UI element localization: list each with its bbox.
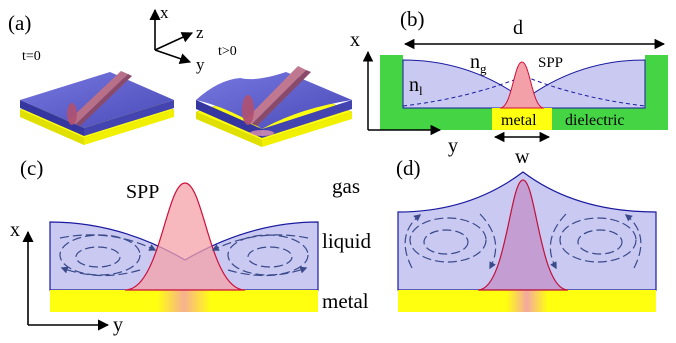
gas-label: gas (332, 174, 360, 198)
flow-lines-c-left (59, 234, 157, 277)
axis-y-label-c: y (113, 314, 123, 336)
slab-t0 (19, 71, 175, 145)
medium-legend: gas liquid metal (322, 174, 372, 313)
liquid-label: liquid (322, 229, 372, 253)
panel-c: (c) SPP x y (10, 156, 319, 336)
panel-b: (b) d nl ng SPP metal dielectric w x y (350, 7, 668, 168)
axis-x-label: x (160, 3, 169, 22)
width-d-label: d (513, 17, 523, 39)
spp-profile-d (477, 179, 569, 291)
metal-c (50, 290, 318, 312)
spp-label-b: SPP (538, 55, 563, 71)
time-zero-label: t=0 (22, 49, 41, 64)
flow-lines-d-left (404, 213, 497, 270)
dielectric-label: dielectric (565, 112, 625, 129)
metal-label: metal (322, 289, 369, 313)
panel-b-label: (b) (400, 7, 425, 31)
panel-d-label: (d) (396, 156, 421, 180)
spp-profile-b (499, 61, 545, 109)
axis-x-label-c: x (10, 219, 20, 241)
metal-label-b: metal (501, 112, 537, 129)
width-w-label: w (515, 146, 530, 168)
axis-triad: x z y (149, 3, 205, 74)
panel-a: (a) t=0 t>0 x z y (8, 3, 353, 147)
axis-x-label-b: x (350, 29, 360, 51)
metal-strip (492, 108, 552, 130)
metal-d (398, 290, 656, 312)
axis-y-label: y (196, 55, 205, 74)
n-gas-label: ng (470, 51, 487, 76)
flow-lines-c-right (211, 234, 309, 277)
n-liquid-label: nl (409, 74, 423, 98)
axis-z-label: z (196, 23, 204, 42)
axis-y-label-b: y (448, 135, 458, 157)
slab-t1 (195, 66, 353, 147)
panel-d: (d) (396, 156, 657, 312)
spp-label-c: SPP (126, 181, 159, 203)
time-later-label: t>0 (218, 44, 237, 59)
flow-lines-d-right (549, 213, 642, 270)
panel-a-label: (a) (8, 11, 31, 35)
panel-c-label: (c) (20, 156, 43, 180)
spp-profile-c (124, 182, 246, 291)
